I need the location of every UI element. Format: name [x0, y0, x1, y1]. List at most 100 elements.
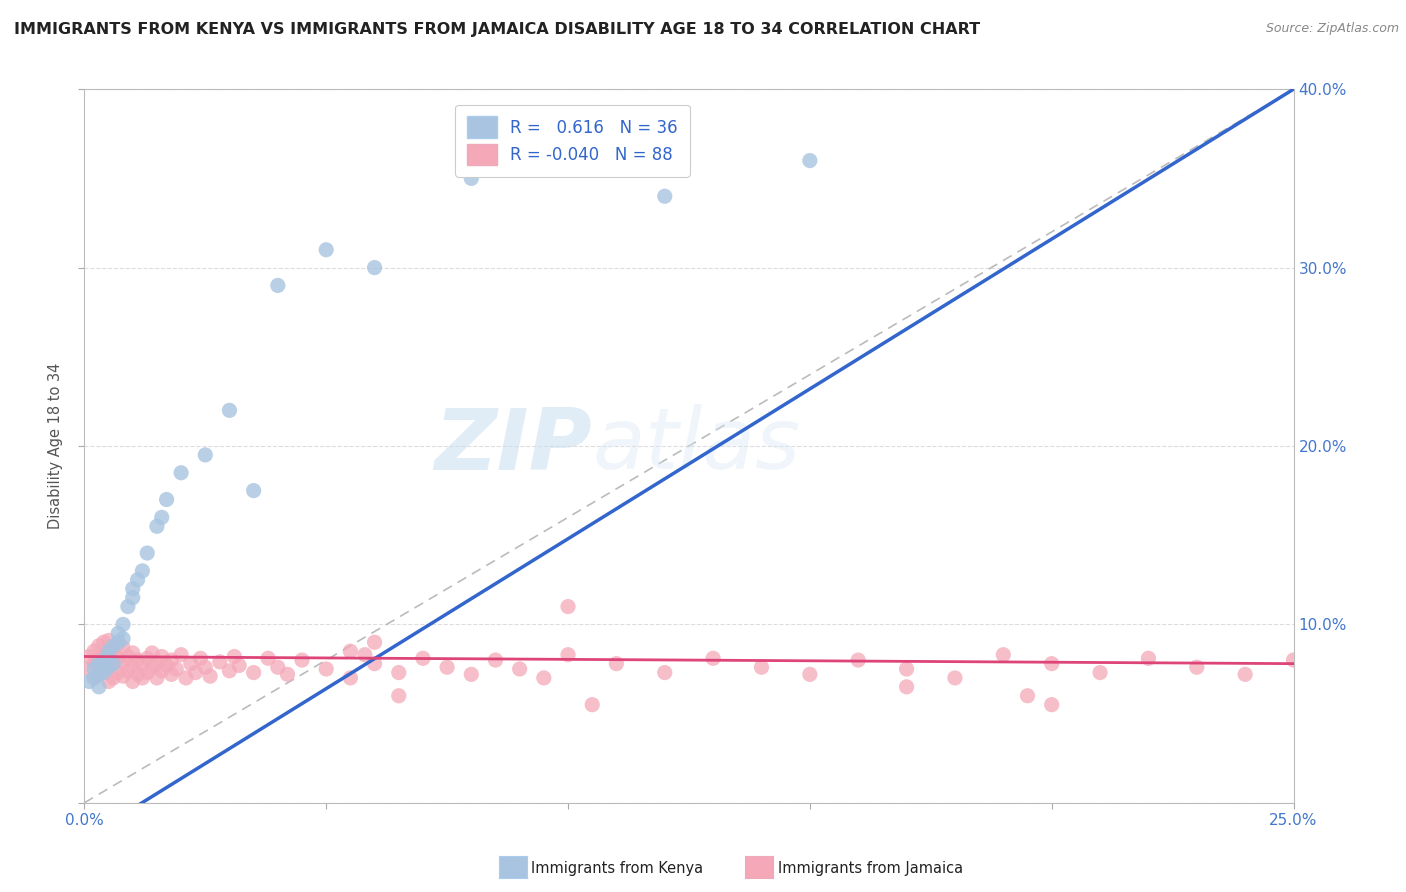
Point	[654, 189, 676, 203]
Point	[339, 671, 361, 685]
Point	[87, 639, 110, 653]
Point	[112, 617, 135, 632]
Point	[146, 519, 169, 533]
Point	[112, 640, 135, 655]
Point	[112, 632, 135, 646]
Point	[136, 665, 159, 680]
Point	[141, 646, 163, 660]
Point	[93, 664, 115, 678]
Text: IMMIGRANTS FROM KENYA VS IMMIGRANTS FROM JAMAICA DISABILITY AGE 18 TO 34 CORRELA: IMMIGRANTS FROM KENYA VS IMMIGRANTS FROM…	[14, 22, 980, 37]
Point	[267, 278, 290, 293]
Legend: R =   0.616   N = 36, R = -0.040   N = 88: R = 0.616 N = 36, R = -0.040 N = 88	[456, 104, 690, 177]
Point	[87, 667, 110, 681]
Point	[107, 635, 129, 649]
Point	[97, 649, 120, 664]
Point	[943, 671, 966, 685]
Point	[97, 644, 120, 658]
Point	[107, 637, 129, 651]
Point	[170, 466, 193, 480]
Point	[112, 655, 135, 669]
Point	[557, 599, 579, 614]
Point	[103, 671, 125, 685]
Point	[127, 667, 149, 681]
Point	[896, 680, 918, 694]
Point	[702, 651, 724, 665]
Point	[117, 649, 139, 664]
Point	[77, 662, 100, 676]
Point	[228, 658, 250, 673]
Point	[131, 657, 153, 671]
Point	[136, 546, 159, 560]
Point	[107, 626, 129, 640]
Point	[846, 653, 869, 667]
Point	[605, 657, 627, 671]
Point	[339, 644, 361, 658]
Point	[1040, 698, 1063, 712]
Point	[103, 657, 125, 671]
Point	[97, 660, 120, 674]
Point	[112, 669, 135, 683]
Point	[150, 649, 173, 664]
Point	[1185, 660, 1208, 674]
Point	[97, 633, 120, 648]
Point	[194, 448, 217, 462]
Point	[412, 651, 434, 665]
Point	[131, 564, 153, 578]
Point	[751, 660, 773, 674]
Point	[257, 651, 280, 665]
Point	[141, 660, 163, 674]
Point	[1137, 651, 1160, 665]
Point	[460, 667, 482, 681]
Point	[93, 653, 115, 667]
Point	[208, 655, 231, 669]
Point	[363, 635, 385, 649]
Point	[117, 664, 139, 678]
Point	[97, 660, 120, 674]
Point	[103, 642, 125, 657]
Point	[190, 651, 212, 665]
Point	[93, 665, 115, 680]
Text: atlas: atlas	[592, 404, 800, 488]
Point	[87, 667, 110, 681]
Point	[107, 651, 129, 665]
Point	[291, 653, 314, 667]
Point	[993, 648, 1015, 662]
Point	[533, 671, 555, 685]
Point	[160, 653, 183, 667]
Point	[799, 153, 821, 168]
Point	[165, 662, 187, 676]
Point	[83, 671, 105, 685]
Point	[103, 639, 125, 653]
Point	[654, 665, 676, 680]
Point	[121, 582, 143, 596]
Point	[224, 649, 246, 664]
Point	[121, 646, 143, 660]
Point	[127, 573, 149, 587]
Point	[107, 665, 129, 680]
Point	[97, 648, 120, 662]
Point	[1017, 689, 1039, 703]
Point	[315, 662, 337, 676]
Point	[131, 671, 153, 685]
Point	[276, 667, 298, 681]
Point	[83, 657, 105, 671]
Point	[155, 658, 177, 673]
Point	[218, 403, 240, 417]
Point	[1234, 667, 1257, 681]
Point	[218, 664, 240, 678]
Point	[121, 674, 143, 689]
Point	[388, 689, 411, 703]
Point	[363, 657, 385, 671]
Point	[184, 665, 207, 680]
Text: ZIP: ZIP	[434, 404, 592, 488]
Point	[97, 674, 120, 689]
Point	[180, 657, 202, 671]
Point	[484, 653, 506, 667]
Point	[896, 662, 918, 676]
Point	[77, 649, 100, 664]
Point	[83, 671, 105, 685]
Point	[315, 243, 337, 257]
Point	[267, 660, 290, 674]
Point	[150, 664, 173, 678]
Point	[388, 665, 411, 680]
